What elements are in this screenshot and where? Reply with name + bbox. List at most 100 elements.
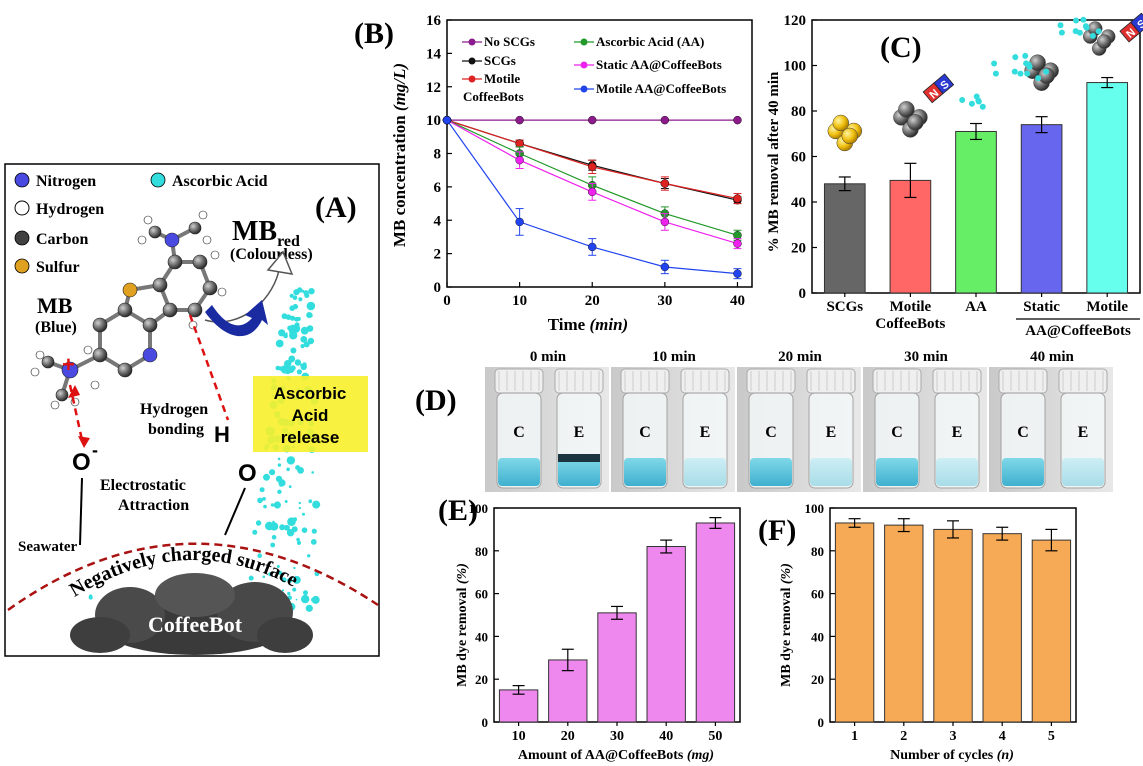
aa-dot <box>287 578 293 583</box>
b-ytick-label: 10 <box>426 113 441 129</box>
panel-c-label: (C) <box>880 31 922 64</box>
c-bar <box>1020 124 1063 294</box>
motile-aa-dots-icon <box>1057 16 1102 39</box>
aa-dots-icon-dot <box>975 97 982 104</box>
f-xlabel: Number of cycles (n) <box>890 748 1014 763</box>
aa-dot <box>296 540 302 546</box>
vial-cap <box>932 368 982 394</box>
aa-dot <box>301 527 308 533</box>
b-legend-coffeebots: CoffeeBots <box>463 89 524 104</box>
electrostatic-dash <box>68 384 84 441</box>
motile-aa-dots-icon-dot <box>1058 29 1065 36</box>
magnet-s <box>933 73 955 95</box>
vial-liquid <box>876 458 918 486</box>
motile-aa-dots-icon-dot <box>1073 17 1080 24</box>
aa-dot <box>311 471 315 474</box>
aa-dot <box>255 520 262 526</box>
e-category-label: 40 <box>659 729 673 744</box>
aa-dot <box>285 360 291 366</box>
f-ylabel: MB dye removal (%) <box>779 563 794 687</box>
e-ytick-label: 20 <box>475 672 488 687</box>
panel-f: (F) MB dye removal (%) Number of cycles … <box>758 501 1077 763</box>
aa-dot <box>252 529 258 535</box>
static-aa-dots-icon-dot <box>1012 54 1019 61</box>
chart-b: 0 2 4 6 8 10 12 14 16 0 10 20 30 40 <box>426 13 753 309</box>
static-aa-dots-icon-dot <box>1017 70 1024 77</box>
c-ytick-label: 80 <box>791 104 806 120</box>
panel-e: (E) MB dye removal (%) Amount of AA@Coff… <box>438 494 741 763</box>
blue-label: (Blue) <box>35 319 77 336</box>
f-bar <box>1031 539 1072 723</box>
motile-aa-dots-icon-dot <box>1095 28 1102 35</box>
aa-dot <box>275 339 284 348</box>
b-xtick-label: 30 <box>657 293 672 309</box>
e-bar <box>695 522 736 723</box>
aa-dot <box>277 489 282 494</box>
aa-dot <box>296 537 300 542</box>
vial-label-e: E <box>574 424 585 441</box>
aa-dot <box>278 329 286 337</box>
b-ytick-label: 0 <box>434 280 442 296</box>
b-ytick-label: 6 <box>434 180 442 196</box>
coffeebot-label: CoffeeBot <box>148 612 243 637</box>
e-ytick-label: 60 <box>475 587 488 602</box>
vial-liquid <box>558 458 600 486</box>
aa-dot <box>257 497 263 504</box>
vial-cap <box>554 368 604 394</box>
photo-time-label: 10 min <box>652 349 696 365</box>
aa-dot <box>289 305 296 312</box>
c-category-label: Motile <box>890 299 932 315</box>
aa-dot <box>308 313 313 318</box>
blue-arrow-icon <box>205 300 268 337</box>
hollow-arrow-head <box>266 250 294 275</box>
f-ytick-label: 0 <box>818 715 825 730</box>
aa-dot <box>269 522 279 531</box>
aa-dot <box>312 500 321 509</box>
aa-dot <box>300 344 305 349</box>
c-group-label: AA@CoffeeBots <box>1025 323 1131 339</box>
f-ytick-label: 20 <box>811 672 824 687</box>
b-legend-motile-aa: Motile AA@CoffeeBots <box>596 81 726 96</box>
aa-dot <box>287 591 291 596</box>
aa-dot <box>286 467 290 472</box>
vial-cap <box>806 368 856 394</box>
aa-release-2: Acid <box>292 406 329 425</box>
vial-label-e: E <box>1078 424 1089 441</box>
vial-liquid <box>936 458 978 486</box>
chart-f: 0 20 40 60 80 100 1 2 3 4 5 <box>805 501 1077 744</box>
e-category-label: 10 <box>512 729 526 744</box>
aa-dot <box>279 483 283 487</box>
aa-dot <box>286 529 295 537</box>
bond-line-right <box>224 487 246 536</box>
b-ytick-label: 16 <box>426 13 442 29</box>
e-ytick-label: 100 <box>469 501 489 516</box>
aa-dot <box>277 463 282 467</box>
b-legend-scgs: SCGs <box>484 53 516 68</box>
e-ytick-label: 40 <box>475 629 488 644</box>
panel-a-legend: Nitrogen Hydrogen Carbon Sulfur Ascorbic… <box>14 172 268 276</box>
vial-liquid <box>810 458 852 486</box>
b-legend-aa: Ascorbic Acid (AA) <box>596 34 704 49</box>
hydrogen-bonding-2: bonding <box>148 421 204 438</box>
vial-cap <box>746 368 796 394</box>
vial-liquid <box>684 458 726 486</box>
coffeebot-particle-icon-blob <box>898 101 915 118</box>
nitrogen-icon <box>14 172 30 188</box>
b-data-point <box>660 217 670 227</box>
f-ytick-label: 100 <box>805 501 825 516</box>
aa-dot <box>306 301 316 311</box>
static-aa-coffeebot-icon <box>1024 54 1059 91</box>
aa-dot <box>287 517 296 526</box>
c-category-label: Static <box>1023 299 1060 315</box>
b-xtick-label: 20 <box>585 293 600 309</box>
aa-dot <box>286 456 296 465</box>
aa-dot <box>308 288 315 295</box>
c-ytick-label: 0 <box>799 286 807 302</box>
motile-aa-dots-icon-dot <box>1057 22 1064 29</box>
c-bar <box>1086 82 1129 294</box>
